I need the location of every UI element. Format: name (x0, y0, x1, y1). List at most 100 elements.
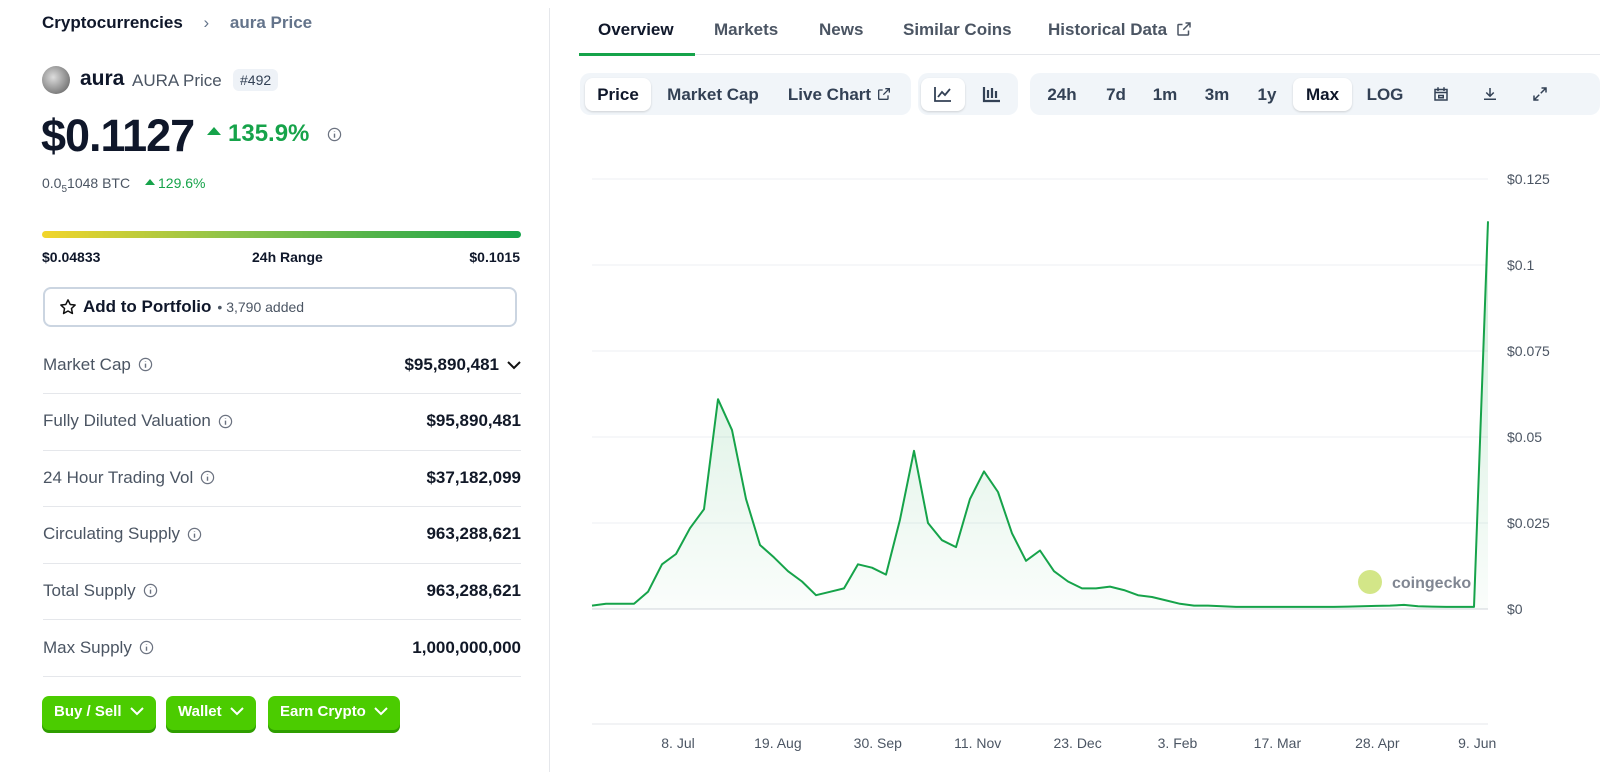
portfolio-count: • 3,790 added (217, 299, 305, 315)
up-arrow (207, 127, 221, 135)
chart-type-button[interactable]: Market Cap (660, 78, 766, 111)
info-icon[interactable] (139, 640, 154, 655)
stat-label-wrap: Fully Diluted Valuation (43, 411, 233, 431)
tab[interactable]: Markets (714, 20, 778, 40)
stat-label-wrap: Total Supply (43, 581, 158, 601)
y-tick-label: $0 (1507, 601, 1523, 617)
btc-rest: 1048 BTC (67, 175, 131, 191)
range-button[interactable]: 24h (1036, 78, 1088, 111)
line-icon (934, 87, 951, 102)
info-icon[interactable] (187, 527, 202, 542)
button-label: Live Chart (787, 85, 872, 104)
range-button[interactable]: 7d (1095, 78, 1137, 111)
x-tick-label: 9. Jun (1458, 735, 1496, 751)
portfolio-count-text: 3,790 added (226, 299, 305, 315)
action-label: Wallet (178, 703, 222, 720)
tool-icon (1434, 87, 1448, 101)
portfolio-label: Add to Portfolio (83, 297, 212, 316)
stat-row: Total Supply 963,288,621 (43, 562, 521, 621)
x-tick-label: 30. Sep (854, 735, 902, 751)
price-line (591, 221, 1489, 608)
tool-button[interactable] (1470, 78, 1510, 111)
stat-label-wrap: Market Cap (43, 355, 153, 375)
tab[interactable]: Overview (598, 20, 674, 40)
stat-label-wrap: Max Supply (43, 638, 154, 658)
range-button[interactable]: LOG (1357, 78, 1413, 111)
star-icon (60, 299, 76, 315)
stat-row: Fully Diluted Valuation $95,890,481 (43, 393, 521, 451)
info-icon[interactable] (327, 127, 342, 142)
action-button[interactable]: Buy / Sell (42, 696, 156, 730)
y-tick-label: $0.125 (1507, 171, 1550, 187)
range-label: 24h Range (252, 249, 323, 265)
stat-label: Market Cap (43, 354, 131, 374)
tab[interactable]: News (819, 20, 863, 40)
tab[interactable]: Similar Coins (903, 20, 1012, 40)
stat-value-wrap: $95,890,481 (426, 411, 521, 431)
range-button[interactable]: Max (1293, 78, 1352, 111)
chevron[interactable] (507, 360, 521, 370)
stat-value: 963,288,621 (426, 524, 521, 544)
info-icon[interactable] (143, 583, 158, 598)
range-button[interactable]: 1y (1246, 78, 1288, 111)
stat-label: Max Supply (43, 637, 132, 657)
tab-label: Historical Data (1048, 20, 1168, 39)
watermark-logo (1358, 570, 1382, 594)
external-icon (1177, 22, 1191, 36)
stat-row: 24 Hour Trading Vol $37,182,099 (43, 449, 521, 508)
stat-label: Fully Diluted Valuation (43, 411, 211, 431)
btc-prefix: 0.0 (42, 175, 62, 191)
candle-view-button[interactable] (970, 78, 1014, 111)
chart-type-button[interactable]: Price (585, 78, 651, 111)
stat-row: Max Supply 1,000,000,000 (43, 619, 521, 677)
stat-value: $95,890,481 (426, 411, 521, 431)
button-label: 1m (1152, 85, 1178, 104)
stat-value-wrap: 963,288,621 (426, 524, 521, 544)
chevron (129, 707, 144, 716)
range-low: $0.04833 (42, 249, 101, 265)
up-arrow (145, 179, 155, 185)
action-button[interactable]: Wallet (166, 696, 256, 730)
btc-price: 0.051048 BTC (42, 175, 130, 195)
button-label: 7d (1106, 85, 1126, 104)
rank: #492 (233, 69, 279, 91)
watermark: coingecko (1392, 575, 1471, 592)
coin-name: aura (80, 67, 125, 90)
y-tick-label: $0.1 (1507, 257, 1534, 273)
range-button[interactable]: 1m (1143, 78, 1187, 111)
divider (549, 8, 550, 772)
range-high: $0.1015 (469, 249, 520, 265)
button-label: LOG (1366, 85, 1404, 104)
stat-value-wrap: $95,890,481 (404, 355, 521, 375)
y-tick-label: $0.075 (1507, 343, 1550, 359)
info-icon[interactable] (218, 414, 233, 429)
info-icon[interactable] (200, 470, 215, 485)
line-view-button[interactable] (921, 78, 965, 111)
x-tick-label: 17. Mar (1254, 735, 1302, 751)
stat-label-wrap: 24 Hour Trading Vol (43, 468, 215, 488)
tool-button[interactable] (1520, 78, 1560, 111)
info-icon[interactable] (138, 357, 153, 372)
tab-label: News (819, 20, 864, 39)
portfolio-button[interactable]: Add to Portfolio • 3,790 added (43, 287, 517, 327)
chart-type-button[interactable]: Live Chart (780, 78, 900, 111)
tab-underline (579, 53, 695, 56)
stat-row: Circulating Supply 963,288,621 (43, 506, 521, 564)
button-label: 24h (1047, 85, 1077, 104)
range-button[interactable]: 3m (1193, 78, 1241, 111)
action-label: Earn Crypto (280, 703, 366, 720)
y-tick-label: $0.05 (1507, 429, 1542, 445)
button-label: 3m (1204, 85, 1230, 104)
stat-label: Total Supply (43, 580, 136, 600)
x-tick-label: 23. Dec (1053, 735, 1101, 751)
breadcrumb-link[interactable]: Cryptocurrencies (42, 13, 183, 32)
tool-icon (1484, 88, 1496, 100)
button-label: Market Cap (667, 85, 759, 104)
tab[interactable]: Historical Data (1048, 20, 1193, 40)
breadcrumb-current: aura Price (229, 13, 313, 32)
action-button[interactable]: Earn Crypto (268, 696, 400, 730)
chevron (229, 707, 244, 716)
external-icon (878, 88, 891, 100)
tool-button[interactable] (1421, 78, 1461, 111)
